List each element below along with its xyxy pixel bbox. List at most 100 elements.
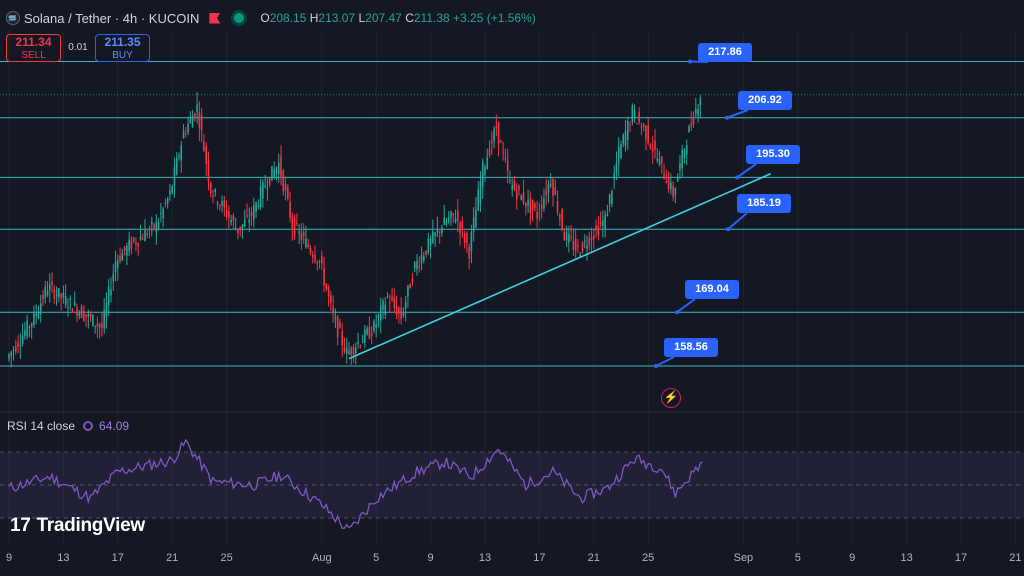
candle-body [627, 120, 629, 141]
candle-body [597, 225, 600, 236]
buy-button[interactable]: 211.35 BUY [95, 34, 150, 62]
candle-body [434, 232, 436, 236]
candle-body [246, 215, 248, 217]
candle-body [98, 323, 101, 328]
x-axis-tick-label: 25 [642, 552, 655, 564]
candle-body [85, 314, 87, 318]
candle-body [672, 185, 674, 198]
candle-body [452, 213, 455, 216]
spread-value: 0.01 [68, 42, 88, 53]
candle-body [296, 223, 298, 225]
candle-body [543, 198, 545, 209]
candle-body [574, 238, 577, 251]
candle-body [137, 243, 139, 247]
x-axis-tick-label: 25 [220, 552, 233, 564]
candle-body [491, 140, 493, 144]
flag-icon[interactable] [209, 12, 221, 24]
candle-body [525, 202, 527, 207]
candle-body [166, 198, 169, 204]
candle-body [590, 236, 593, 241]
candle-body [611, 190, 613, 204]
candle-body [237, 228, 239, 234]
rsi-value: 64.09 [99, 419, 130, 433]
candle-body [325, 283, 328, 290]
candle-body [540, 205, 543, 209]
candle-body [110, 289, 112, 296]
candle-body [636, 123, 638, 125]
level-price-label[interactable]: 169.04 [685, 280, 739, 299]
candle-body [148, 228, 151, 231]
candle-body [253, 205, 255, 220]
candle-body [425, 250, 427, 255]
candle-body [377, 314, 380, 319]
lightning-icon[interactable]: ⚡ [661, 388, 681, 408]
candle-body [588, 237, 591, 246]
candle-body [71, 308, 74, 313]
candle-body [447, 217, 450, 223]
candle-body [681, 149, 683, 169]
rsi-legend[interactable]: RSI 14 close 64.09 [7, 419, 129, 433]
candle-body [688, 125, 690, 133]
tradingview-brand[interactable]: 17 TradingView [10, 515, 145, 536]
candle-body [321, 255, 323, 264]
candle-body [345, 348, 348, 354]
candle-body [248, 219, 251, 224]
x-axis-tick-label: 17 [533, 552, 546, 564]
level-price-label[interactable]: 158.56 [664, 338, 718, 357]
candle-body [350, 347, 353, 355]
candle-body [520, 195, 523, 200]
candle-body [461, 221, 464, 228]
candle-body [486, 157, 489, 170]
candle-body [647, 125, 649, 144]
candle-body [101, 323, 103, 328]
level-callout-pointer [676, 298, 696, 314]
candle-body [445, 221, 448, 225]
candle-body [15, 345, 17, 352]
candle-body [357, 342, 359, 345]
symbol-logo-icon [6, 11, 20, 25]
candle-body [191, 115, 194, 128]
candle-body [73, 302, 76, 306]
candle-body [663, 173, 665, 179]
candle-body [670, 182, 672, 189]
candle-body [243, 219, 246, 227]
candle-body [629, 124, 631, 126]
rsi-line [8, 438, 703, 529]
candle-body [633, 109, 636, 118]
candle-body [386, 295, 389, 297]
candle-body [153, 223, 155, 229]
level-price-label[interactable]: 217.86 [698, 43, 752, 62]
candle-body [30, 323, 33, 327]
tradingview-logo-icon: 17 [10, 515, 31, 536]
candle-body [654, 140, 656, 150]
candle-body [661, 156, 663, 164]
rsi-loading-icon [83, 421, 94, 431]
level-price-label[interactable]: 206.92 [738, 91, 792, 110]
candle-body [155, 221, 158, 233]
candle-body [284, 183, 287, 191]
candle-body [457, 211, 459, 221]
candle-body [64, 295, 67, 305]
candle-body [162, 208, 164, 219]
candle-body [577, 245, 579, 247]
candle-body [62, 293, 65, 298]
symbol-title[interactable]: Solana / Tether · 4h · KUCOIN [24, 10, 200, 26]
candle-body [212, 196, 214, 198]
level-price-label[interactable]: 195.30 [746, 145, 800, 164]
sell-button[interactable]: 211.34 SELL [6, 34, 61, 62]
level-price-label[interactable]: 185.19 [737, 194, 791, 213]
candle-body [330, 295, 332, 303]
candle-body [327, 287, 330, 297]
candle-body [200, 115, 203, 131]
candle-body [94, 325, 96, 327]
candle-body [196, 104, 198, 113]
candle-body [565, 232, 568, 241]
candle-body [404, 301, 407, 310]
candle-body [42, 295, 44, 300]
candle-body [157, 222, 160, 229]
candle-body [649, 144, 652, 148]
candle-body [185, 133, 187, 135]
candle-body [459, 221, 461, 234]
candle-body [51, 281, 53, 285]
